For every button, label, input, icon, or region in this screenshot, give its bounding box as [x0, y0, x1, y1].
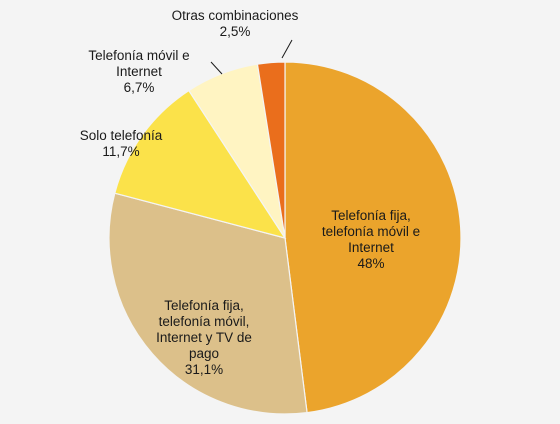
slice-label-3-line-1: Internet — [116, 64, 162, 79]
slice-label-0-line-0: Telefonía fija, — [331, 208, 411, 223]
pie-slice-1 — [108, 192, 308, 415]
pie-slices — [108, 61, 462, 415]
slice-value-label-4: 2,5% — [220, 24, 251, 39]
pie-slice-4 — [256, 61, 286, 239]
slice-label-0-line-1: telefonía móvil e — [322, 224, 420, 239]
slice-label-1-line-1: telefonía móvil, — [159, 314, 250, 329]
slice-label-2-line-0: Solo telefonía — [80, 128, 163, 143]
slice-labels: Telefonía fija,telefonía móvil eInternet… — [80, 8, 420, 377]
slice-value-label-1: 31,1% — [185, 362, 223, 377]
slice-label-4-line-0: Otras combinaciones — [172, 8, 299, 23]
slice-value-label-2: 11,7% — [102, 144, 139, 159]
pie-slice-2 — [114, 89, 287, 239]
pie-slice-0 — [284, 61, 462, 414]
slice-label-0-line-2: Internet — [348, 240, 394, 255]
slice-label-3-line-0: Telefonía móvil e — [88, 48, 189, 63]
slice-value-label-0: 48% — [357, 256, 384, 271]
leader-line-3 — [210, 61, 223, 75]
leader-line-4 — [281, 39, 293, 59]
slice-label-1-line-3: pago — [189, 346, 219, 361]
slice-label-1-line-2: Internet y TV de — [156, 330, 252, 345]
leader-lines — [210, 39, 293, 75]
slice-label-1-line-0: Telefonía fija, — [164, 298, 244, 313]
slice-value-label-3: 6,7% — [124, 80, 155, 95]
